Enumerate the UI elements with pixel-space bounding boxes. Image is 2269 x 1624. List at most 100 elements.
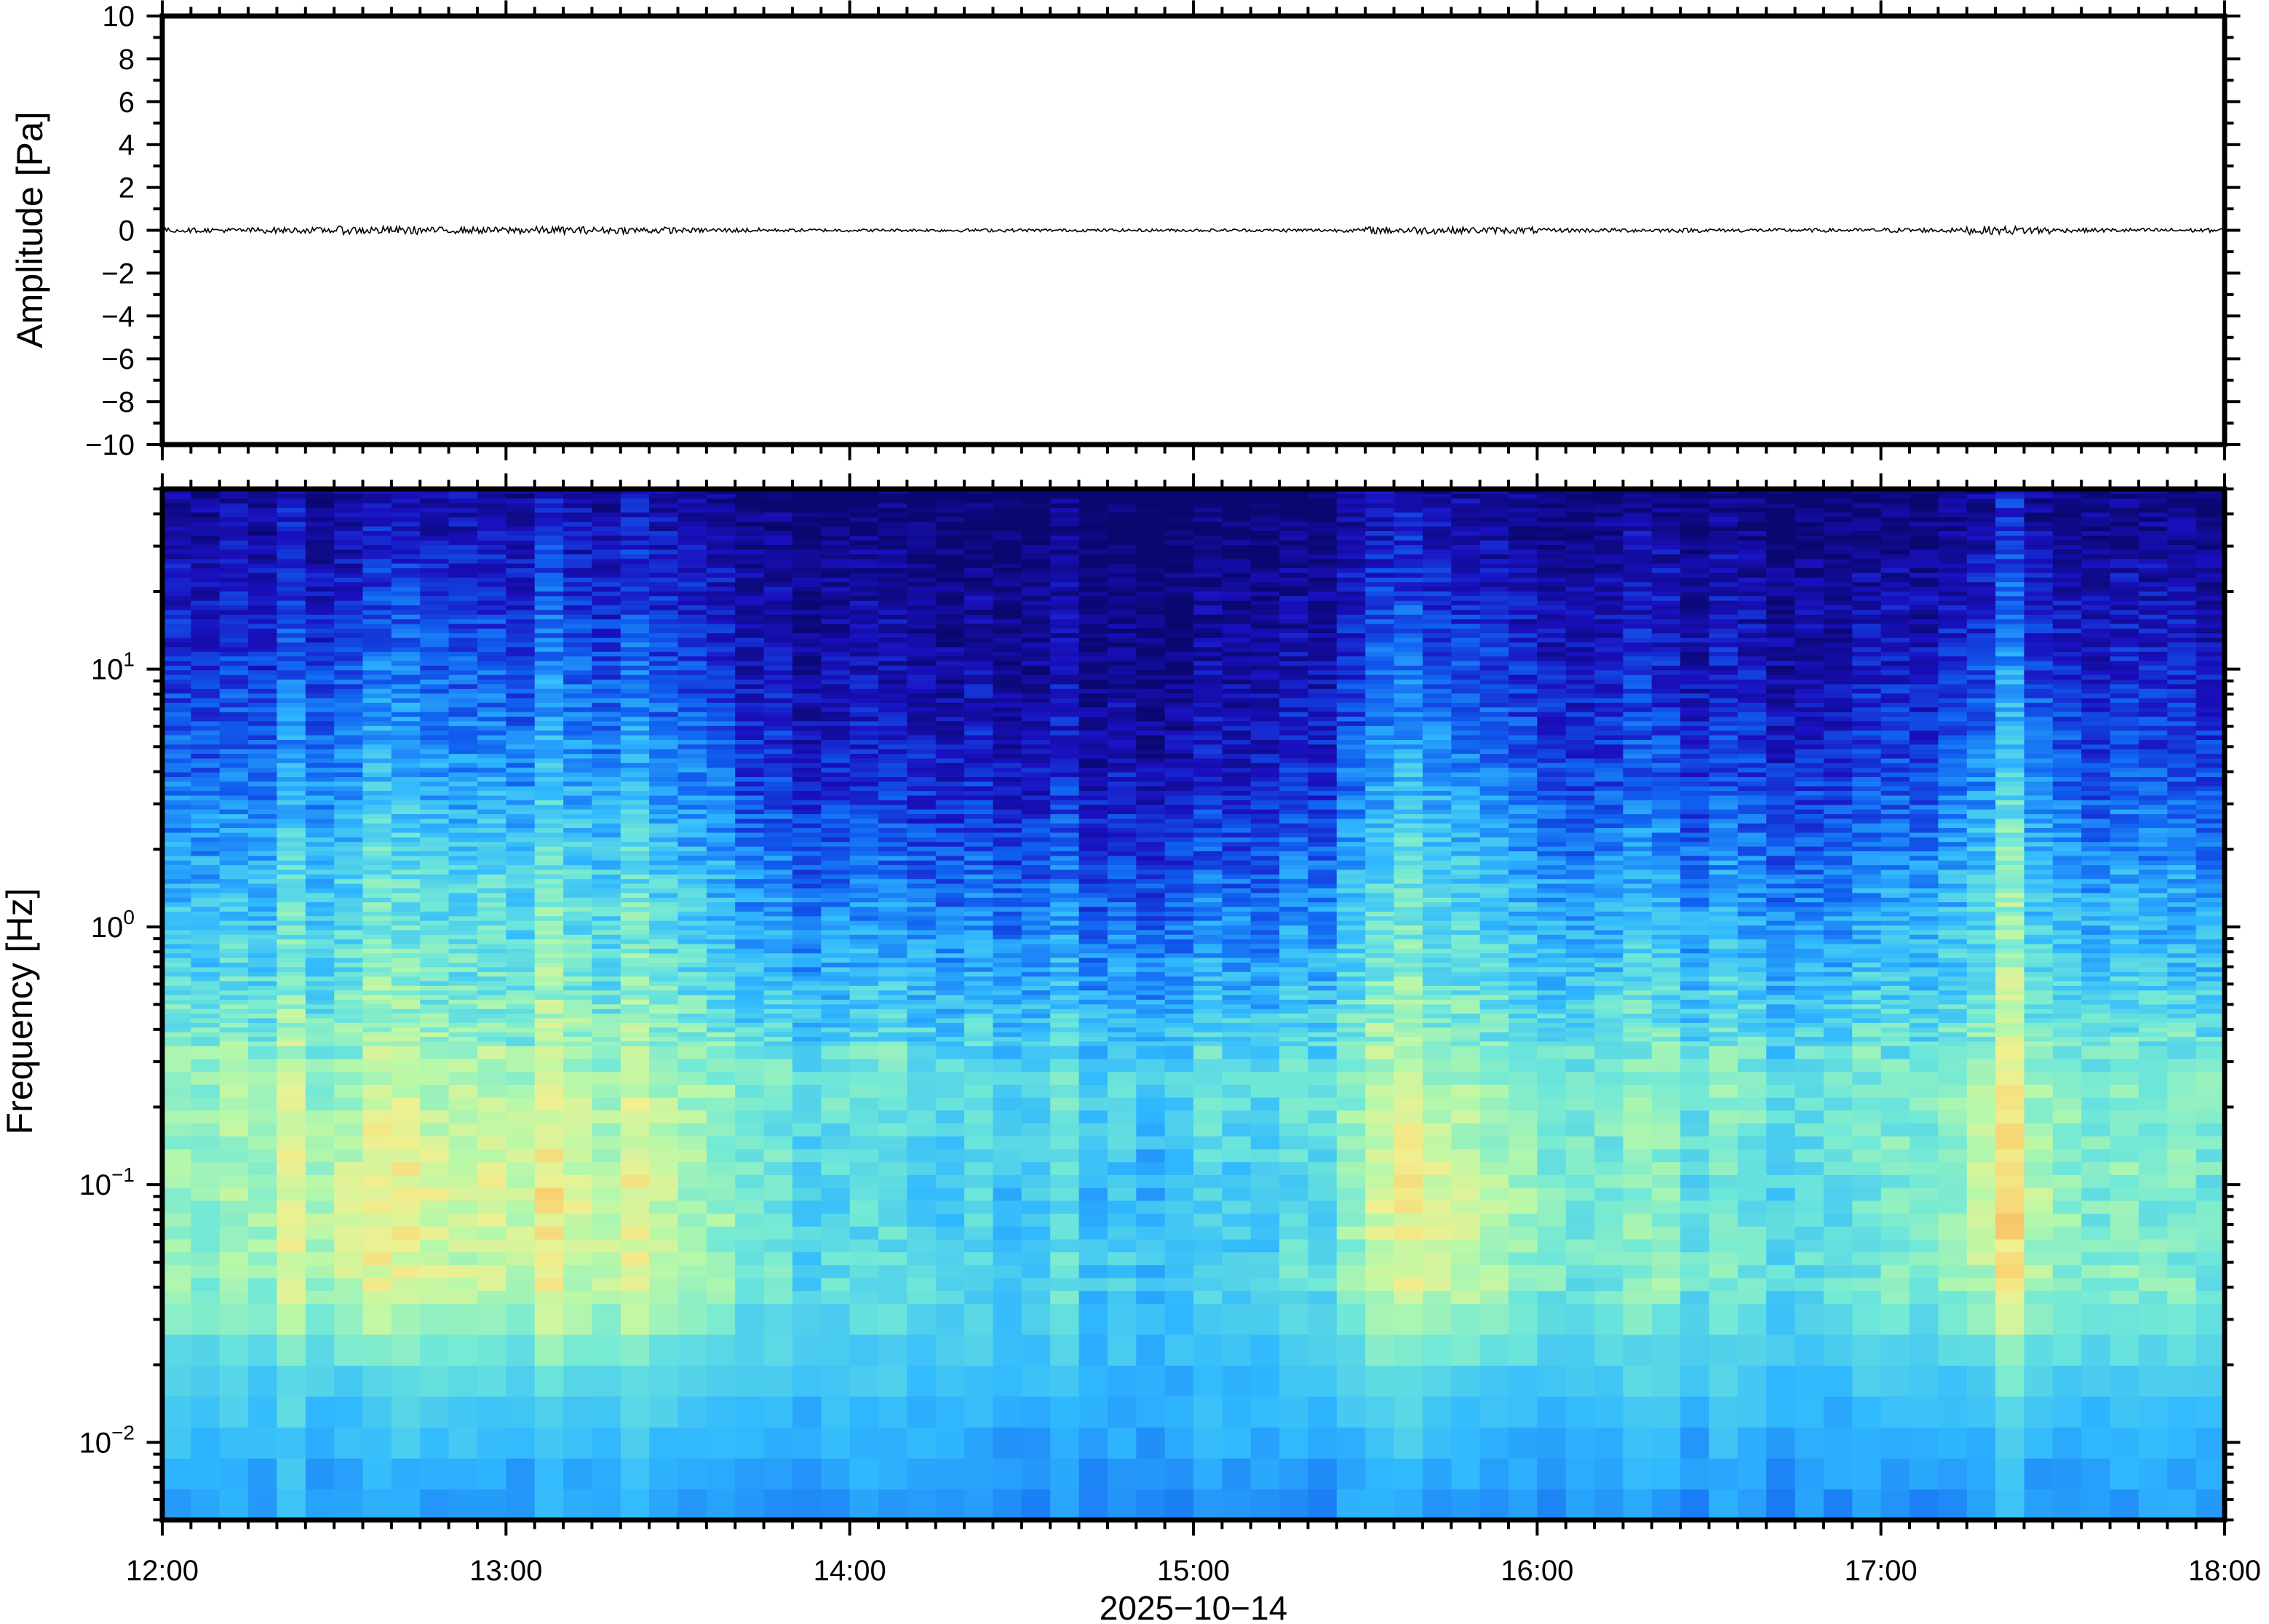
spectrogram-cell: [563, 530, 593, 536]
spectrogram-cell: [506, 1036, 536, 1042]
spectrogram-cell: [534, 702, 564, 708]
spectrogram-cell: [305, 790, 335, 796]
spectrogram-cell: [935, 660, 965, 666]
spectrogram-cell: [1107, 753, 1137, 759]
spectrogram-cell: [706, 855, 736, 861]
spectrogram-cell: [935, 712, 965, 717]
spectrogram-cell: [620, 558, 650, 564]
spectrogram-cell: [362, 892, 392, 898]
spectrogram-cell: [592, 1008, 621, 1014]
spectrogram-cell: [563, 526, 593, 531]
spectrogram-cell: [277, 512, 306, 517]
spectrogram-cell: [391, 498, 421, 503]
spectrogram-cell: [677, 1365, 707, 1397]
spectrogram-cell: [448, 1427, 478, 1459]
spectrogram-cell: [907, 925, 937, 931]
spectrogram-cell: [219, 720, 249, 726]
spectrogram-cell: [219, 674, 249, 680]
spectrogram-cell: [420, 1458, 450, 1490]
spectrogram-cell: [907, 706, 937, 712]
spectrogram-cell: [592, 772, 621, 777]
spectrogram-cell: [993, 906, 1022, 912]
spectrogram-cell: [907, 712, 937, 717]
spectrogram-cell: [763, 818, 793, 824]
spectrogram-cell: [792, 605, 822, 610]
spectrogram-cell: [477, 818, 506, 824]
spectrogram-cell: [334, 832, 364, 837]
spectrogram-cell: [706, 600, 736, 605]
spectrogram-cell: [993, 1290, 1022, 1304]
spectrogram-cell: [878, 716, 907, 722]
spectrogram-cell: [964, 800, 994, 805]
spectrogram-cell: [1078, 827, 1108, 833]
spectrogram-cell: [649, 846, 679, 851]
spectrogram-cell: [305, 674, 335, 680]
spectrogram-cell: [248, 1396, 278, 1428]
spectrogram-cell: [993, 1251, 1022, 1265]
spectrogram-cell: [477, 1161, 506, 1175]
spectrogram-cell: [391, 1032, 421, 1038]
spectrogram-cell: [563, 744, 593, 749]
spectrogram-cell: [1021, 605, 1051, 610]
spectrogram-cell: [477, 614, 506, 620]
spectrogram-cell: [1078, 535, 1108, 541]
spectrogram-cell: [649, 614, 679, 620]
spectrogram-cell: [477, 1174, 506, 1188]
spectrogram-cell: [1050, 980, 1080, 986]
spectrogram-cell: [506, 1148, 536, 1163]
spectrogram-cell: [334, 883, 364, 888]
spectrogram-cell: [248, 851, 278, 856]
spectrogram-cell: [620, 1251, 650, 1265]
spectrogram-cell: [763, 776, 793, 782]
spectrogram-cell: [935, 804, 965, 810]
spectrogram-cell: [763, 1036, 793, 1042]
spectrogram-cell: [362, 999, 392, 1005]
spectrogram-cell: [477, 591, 506, 597]
spectrogram-cell: [821, 846, 851, 851]
spectrogram-cell: [420, 781, 450, 787]
spectrogram-cell: [849, 679, 879, 685]
spectrogram-cell: [448, 915, 478, 921]
spectrogram-cell: [620, 925, 650, 931]
spectrogram-cell: [448, 795, 478, 800]
spectrogram-cell: [620, 712, 650, 717]
spectrogram-cell: [1107, 1084, 1137, 1098]
spectrogram-cell: [1107, 614, 1137, 620]
spectrogram-cell: [763, 591, 793, 597]
spectrogram-cell: [420, 892, 450, 898]
spectrogram-cell: [993, 939, 1022, 944]
spectrogram-cell: [706, 498, 736, 503]
spectrogram-cell: [993, 804, 1022, 810]
spectrogram-cell: [362, 665, 392, 671]
spectrogram-cell: [506, 883, 536, 888]
spectrogram-cell: [477, 874, 506, 880]
spectrogram-cell: [792, 623, 822, 629]
spectrogram-cell: [735, 535, 765, 541]
spectrogram-cell: [362, 572, 392, 578]
spectrogram-cell: [1107, 1097, 1137, 1111]
spectrogram-cell: [277, 800, 306, 805]
spectrogram-cell: [1021, 637, 1051, 642]
spectrogram-cell: [1107, 563, 1137, 568]
spectrogram-cell: [248, 869, 278, 875]
spectrogram-cell: [362, 730, 392, 736]
spectrogram-cell: [993, 827, 1022, 833]
spectrogram-cell: [362, 1303, 392, 1335]
spectrogram-cell: [277, 1251, 306, 1265]
spectrogram-cell: [1078, 716, 1108, 722]
spectrogram-cell: [1078, 864, 1108, 870]
spectrogram-cell: [248, 660, 278, 666]
spectrogram-cell: [420, 901, 450, 907]
spectrogram-cell: [878, 1187, 907, 1201]
spectrogram-cell: [191, 623, 220, 629]
spectrogram-cell: [420, 976, 450, 982]
spectrogram-cell: [1078, 1200, 1108, 1214]
spectrogram-cell: [362, 864, 392, 870]
spectrogram-cell: [191, 1123, 220, 1137]
spectrogram-cell: [849, 763, 879, 768]
spectrogram-cell: [1078, 767, 1108, 773]
spectrogram-cell: [477, 595, 506, 601]
spectrogram-cell: [248, 544, 278, 550]
spectrogram-cell: [477, 995, 506, 1000]
spectrogram-cell: [792, 1017, 822, 1023]
